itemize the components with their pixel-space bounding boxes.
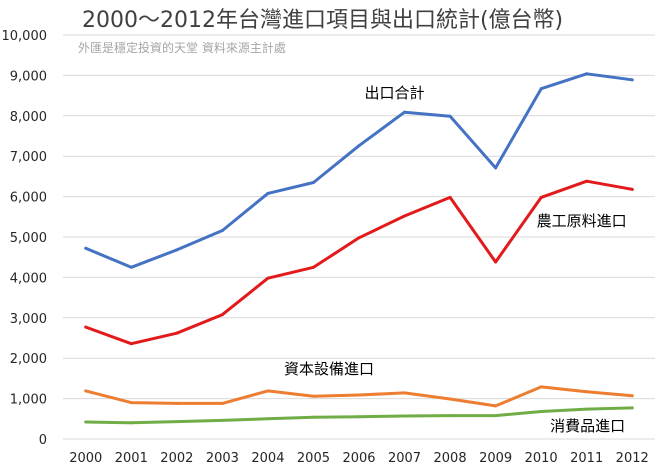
data-point bbox=[357, 393, 361, 397]
data-point bbox=[585, 179, 589, 183]
x-tick-label: 2000 bbox=[69, 451, 102, 466]
y-tick-label: 9,000 bbox=[10, 69, 47, 84]
data-point bbox=[403, 110, 407, 114]
series-lines bbox=[84, 72, 634, 425]
series-line bbox=[84, 179, 634, 346]
y-tick-label: 2,000 bbox=[10, 352, 47, 367]
data-point bbox=[357, 415, 361, 419]
data-point bbox=[220, 313, 224, 317]
data-point bbox=[630, 187, 634, 191]
data-point bbox=[129, 342, 133, 346]
data-point bbox=[630, 406, 634, 410]
data-point bbox=[84, 389, 88, 393]
data-point bbox=[129, 421, 133, 425]
data-point bbox=[494, 414, 498, 418]
data-point bbox=[84, 325, 88, 329]
data-point bbox=[266, 417, 270, 421]
data-point bbox=[266, 191, 270, 195]
data-point bbox=[357, 236, 361, 240]
data-point bbox=[266, 276, 270, 280]
data-point bbox=[175, 401, 179, 405]
data-point bbox=[585, 407, 589, 411]
data-point bbox=[403, 214, 407, 218]
data-point bbox=[585, 72, 589, 76]
x-axis-ticks: 2000 2001 2002 2003 2004 2005 2006 2007 2008 2009… bbox=[69, 451, 649, 466]
data-point bbox=[129, 401, 133, 405]
data-point bbox=[585, 390, 589, 394]
series-label: 出口合計 bbox=[365, 84, 425, 102]
data-point bbox=[175, 248, 179, 252]
data-point bbox=[311, 394, 315, 398]
data-point bbox=[403, 414, 407, 418]
y-tick-label: 5,000 bbox=[10, 231, 47, 246]
y-axis-ticks: 0 1,000 2,000 3,000 4,000 5,000 6,000 7,000 8,00… bbox=[2, 29, 48, 448]
y-tick-label: 7,000 bbox=[10, 150, 47, 165]
data-point bbox=[494, 260, 498, 264]
data-point bbox=[539, 195, 543, 199]
data-point bbox=[311, 180, 315, 184]
data-point bbox=[448, 397, 452, 401]
series-label: 農工原料進口 bbox=[537, 212, 627, 230]
data-point bbox=[630, 394, 634, 398]
x-tick-label: 2012 bbox=[616, 451, 649, 466]
data-point bbox=[84, 420, 88, 424]
y-tick-label: 8,000 bbox=[10, 110, 47, 125]
data-point bbox=[311, 265, 315, 269]
data-point bbox=[220, 229, 224, 233]
data-point bbox=[266, 389, 270, 393]
data-point bbox=[175, 331, 179, 335]
series-label: 消費品進口 bbox=[550, 417, 625, 435]
x-tick-label: 2003 bbox=[206, 451, 239, 466]
chart-subtitle: 外匯是穩定投資的天堂 資料來源主計處 bbox=[78, 40, 286, 55]
data-point bbox=[448, 195, 452, 199]
x-tick-label: 2010 bbox=[525, 451, 558, 466]
data-point bbox=[220, 418, 224, 422]
x-tick-label: 2011 bbox=[570, 451, 603, 466]
data-point bbox=[494, 404, 498, 408]
data-point bbox=[630, 78, 634, 82]
data-point bbox=[311, 415, 315, 419]
data-point bbox=[220, 401, 224, 405]
series-label: 資本設備進口 bbox=[284, 360, 374, 378]
y-tick-label: 6,000 bbox=[10, 191, 47, 206]
y-tick-label: 0 bbox=[39, 433, 47, 448]
x-tick-label: 2006 bbox=[342, 451, 375, 466]
data-point bbox=[539, 410, 543, 414]
data-point bbox=[357, 144, 361, 148]
y-tick-label: 1,000 bbox=[10, 393, 47, 408]
y-tick-label: 4,000 bbox=[10, 271, 47, 286]
data-point bbox=[403, 391, 407, 395]
data-point bbox=[175, 420, 179, 424]
x-tick-label: 2005 bbox=[297, 451, 330, 466]
x-tick-label: 2004 bbox=[251, 451, 284, 466]
data-point bbox=[448, 114, 452, 118]
y-tick-label: 10,000 bbox=[2, 29, 48, 44]
data-point bbox=[129, 265, 133, 269]
data-point bbox=[539, 87, 543, 91]
x-tick-label: 2009 bbox=[479, 451, 512, 466]
x-tick-label: 2002 bbox=[160, 451, 193, 466]
y-tick-label: 3,000 bbox=[10, 312, 47, 327]
x-tick-label: 2007 bbox=[388, 451, 421, 466]
x-tick-label: 2001 bbox=[115, 451, 148, 466]
data-point bbox=[494, 166, 498, 170]
data-point bbox=[84, 246, 88, 250]
data-point bbox=[448, 414, 452, 418]
data-point bbox=[539, 385, 543, 389]
chart-title: 2000～2012年台灣進口項目與出口統計(億台幣) bbox=[82, 8, 563, 33]
x-tick-label: 2008 bbox=[434, 451, 467, 466]
